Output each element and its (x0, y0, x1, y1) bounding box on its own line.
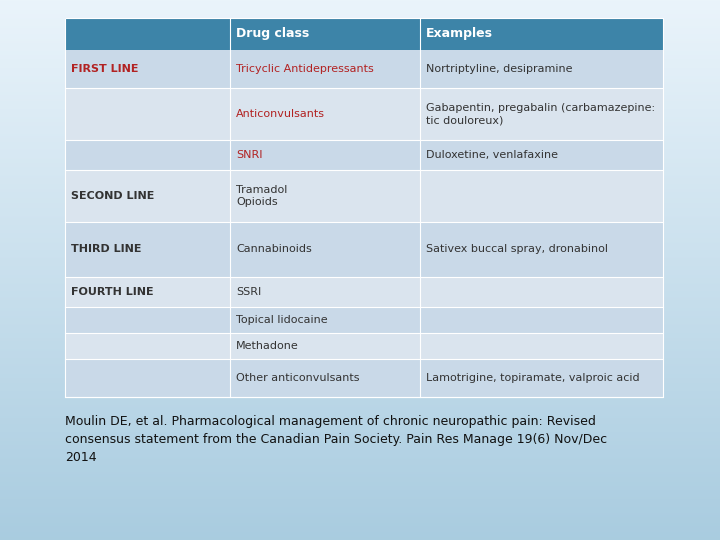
Bar (65, 50, 230, 88)
Text: Tramadol
Opioids: Tramadol Opioids (236, 185, 287, 207)
Text: FIRST LINE: FIRST LINE (71, 64, 138, 74)
Bar (65, 307, 230, 333)
Bar (65, 88, 230, 140)
Text: Gabapentin, pregabalin (carbamazepine:
tic douloreux): Gabapentin, pregabalin (carbamazepine: t… (426, 103, 655, 125)
Bar (65, 140, 230, 170)
Bar (65, 18, 663, 397)
Bar (420, 170, 663, 222)
Text: Cannabinoids: Cannabinoids (236, 245, 312, 254)
Bar (230, 333, 420, 359)
Text: SSRI: SSRI (236, 287, 261, 297)
Text: SNRI: SNRI (236, 150, 263, 160)
Bar (230, 359, 420, 397)
Bar (230, 307, 420, 333)
Bar (420, 140, 663, 170)
Text: Tricyclic Antidepressants: Tricyclic Antidepressants (236, 64, 374, 74)
Bar (65, 170, 230, 222)
Bar (65, 18, 230, 50)
Text: Drug class: Drug class (236, 28, 310, 40)
Bar (230, 140, 420, 170)
Bar (230, 50, 420, 88)
Bar (65, 359, 230, 397)
Bar (230, 18, 420, 50)
Text: THIRD LINE: THIRD LINE (71, 245, 142, 254)
Text: Lamotrigine, topiramate, valproic acid: Lamotrigine, topiramate, valproic acid (426, 373, 639, 383)
Bar (420, 18, 663, 50)
Bar (420, 88, 663, 140)
Text: Topical lidocaine: Topical lidocaine (236, 315, 328, 325)
Bar (65, 277, 230, 307)
Bar (420, 50, 663, 88)
Text: SECOND LINE: SECOND LINE (71, 191, 154, 201)
Bar (65, 333, 230, 359)
Text: Anticonvulsants: Anticonvulsants (236, 109, 325, 119)
Text: Nortriptyline, desipramine: Nortriptyline, desipramine (426, 64, 572, 74)
Bar (420, 333, 663, 359)
Bar (230, 88, 420, 140)
Bar (65, 222, 230, 277)
Text: Other anticonvulsants: Other anticonvulsants (236, 373, 359, 383)
Text: Methadone: Methadone (236, 341, 299, 351)
Bar (420, 222, 663, 277)
Bar (420, 307, 663, 333)
Text: Sativex buccal spray, dronabinol: Sativex buccal spray, dronabinol (426, 245, 608, 254)
Bar (230, 277, 420, 307)
Text: Duloxetine, venlafaxine: Duloxetine, venlafaxine (426, 150, 558, 160)
Bar (420, 277, 663, 307)
Text: Examples: Examples (426, 28, 493, 40)
Bar (230, 170, 420, 222)
Text: Moulin DE, et al. Pharmacological management of chronic neuropathic pain: Revise: Moulin DE, et al. Pharmacological manage… (65, 415, 607, 464)
Bar (420, 359, 663, 397)
Bar (230, 222, 420, 277)
Text: FOURTH LINE: FOURTH LINE (71, 287, 153, 297)
